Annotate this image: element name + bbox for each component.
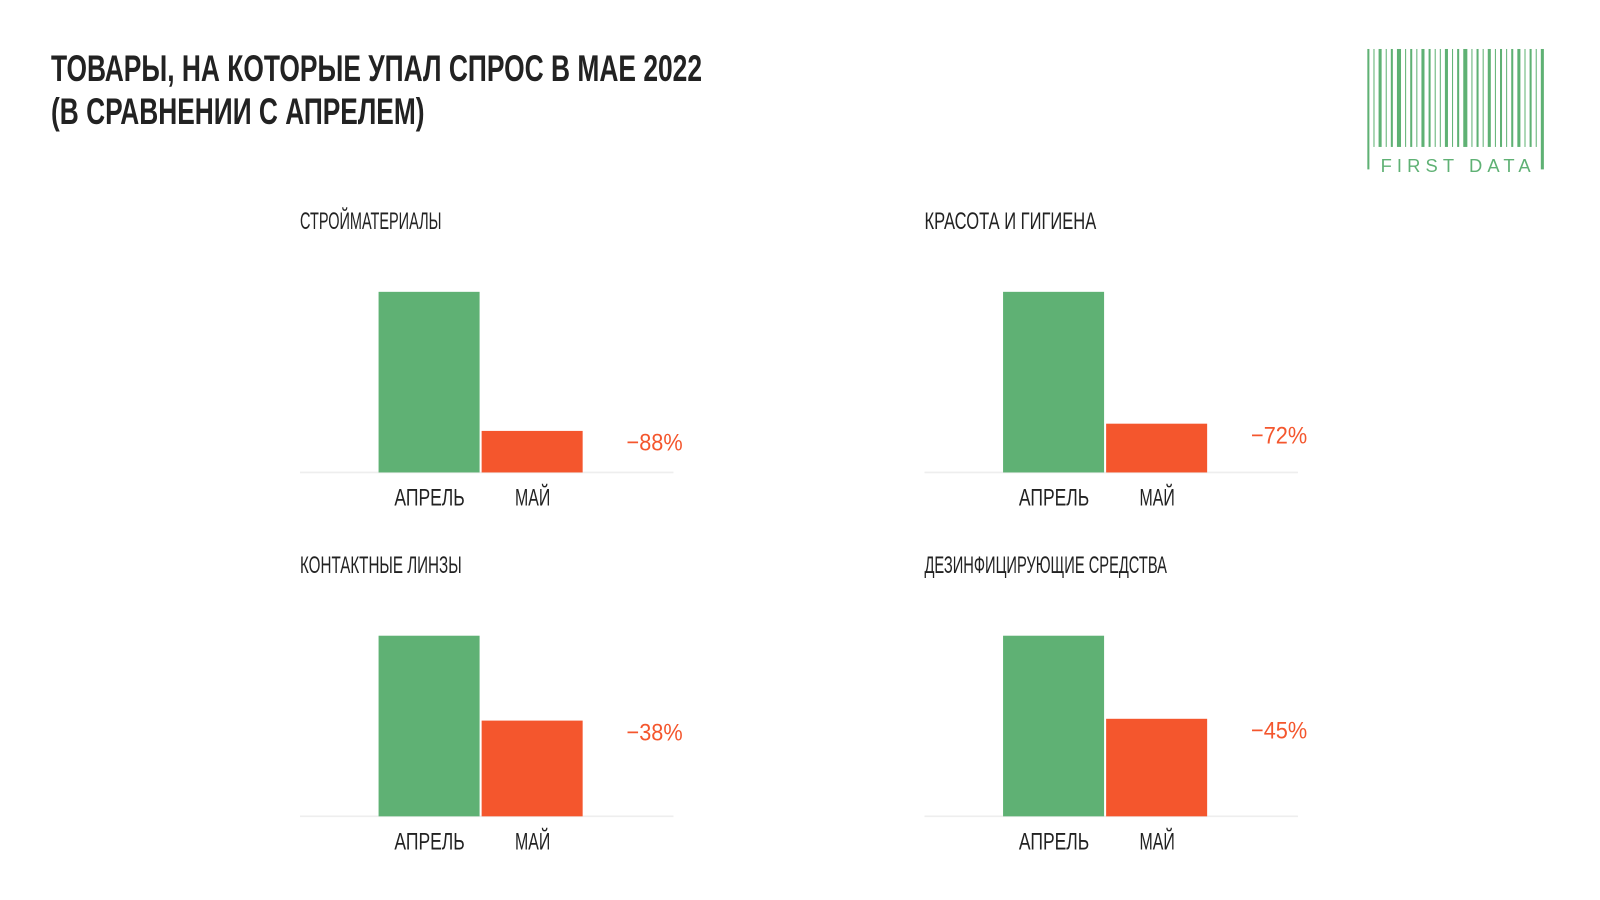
barcode-line	[1529, 48, 1532, 147]
bar	[1106, 718, 1208, 817]
category-label: АПРЕЛЬ	[394, 828, 464, 855]
chart-title: СТРОЙМАТЕРИАЛЫ	[300, 207, 441, 235]
barcode-line	[1494, 48, 1496, 147]
barcode-line	[1421, 48, 1425, 147]
barcode-line	[1471, 48, 1473, 147]
barcode-line	[1390, 48, 1393, 147]
change-label: −45%	[1251, 718, 1307, 745]
logo	[1367, 48, 1544, 170]
barcode-line	[1385, 48, 1387, 147]
bar	[481, 720, 583, 817]
barcode-line	[1500, 48, 1503, 147]
bar	[1003, 635, 1105, 817]
bar	[1003, 291, 1105, 473]
barcode-line	[1476, 48, 1479, 147]
barcode-line	[1535, 48, 1537, 147]
change-label: −38%	[627, 719, 683, 746]
category-label: АПРЕЛЬ	[1019, 484, 1089, 511]
barcode-line	[1410, 48, 1413, 147]
barcode-line	[1457, 48, 1460, 147]
barcode-line	[1487, 48, 1491, 147]
chart-title: ДЕЗИНФИЦИРУЮЩИЕ СРЕДСТВА	[924, 552, 1167, 579]
category-label: МАЙ	[515, 827, 550, 855]
change-label: −72%	[1251, 422, 1307, 449]
barcode-line	[1506, 48, 1508, 147]
bar	[481, 430, 583, 473]
category-label: АПРЕЛЬ	[394, 484, 464, 511]
barcode-line	[1517, 48, 1521, 147]
page-title: ТОВАРЫ, НА КОТОРЫЕ УПАЛ СПРОС В МАЕ 2022	[51, 48, 702, 89]
barcode-line	[1482, 48, 1484, 147]
category-label: МАЙ	[515, 483, 550, 511]
category-label: АПРЕЛЬ	[1019, 828, 1089, 855]
barcode-line	[1444, 48, 1448, 147]
barcode-line	[1396, 48, 1402, 147]
barcode-line	[1463, 48, 1468, 147]
bar	[1106, 423, 1208, 473]
barcode-line	[1434, 48, 1436, 147]
logo-text: FIRST DATA	[1381, 155, 1536, 176]
page-subtitle: (В СРАВНЕНИИ С АПРЕЛЕМ)	[51, 91, 424, 132]
barcode-line	[1511, 48, 1514, 147]
chart-title: КРАСОТА И ГИГИЕНА	[924, 208, 1096, 235]
barcode-line	[1416, 48, 1418, 147]
barcode-line	[1524, 48, 1526, 147]
chart-title: КОНТАКТНЫЕ ЛИНЗЫ	[300, 552, 462, 579]
barcode-line	[1452, 48, 1454, 147]
category-label: МАЙ	[1140, 827, 1175, 855]
barcode-line	[1439, 48, 1441, 147]
barcode-line	[1378, 48, 1382, 147]
category-label: МАЙ	[1140, 483, 1175, 511]
change-label: −88%	[627, 430, 683, 457]
barcode-line	[1428, 48, 1431, 147]
bar	[378, 291, 480, 473]
barcode-line	[1367, 48, 1370, 170]
bar	[378, 635, 480, 817]
barcode-line	[1405, 48, 1407, 147]
barcode-line	[1373, 48, 1375, 147]
barcode-line	[1540, 48, 1544, 170]
